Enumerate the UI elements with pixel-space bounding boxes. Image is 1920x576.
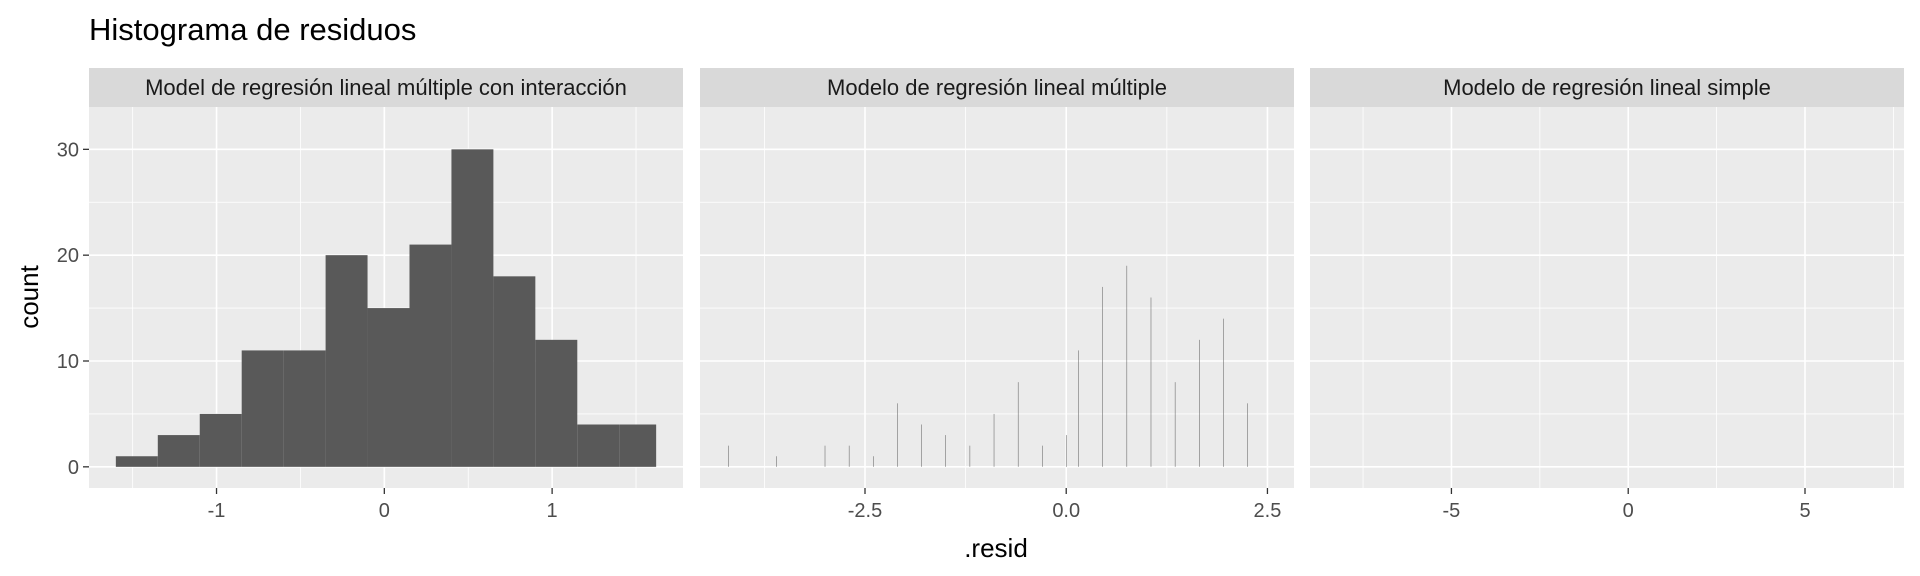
histogram-bar <box>873 456 874 467</box>
facet-panel-2: Modelo de regresión lineal múltiple -2.5 0… <box>700 68 1294 522</box>
y-tick-label: 10 <box>57 351 79 373</box>
facet-strip-label: Modelo de regresión lineal simple <box>1443 75 1771 100</box>
histogram-bar <box>199 413 242 467</box>
histogram-bar <box>1247 403 1248 467</box>
y-tick-label: 20 <box>57 245 79 267</box>
panel-background <box>1310 107 1904 488</box>
histogram-bar <box>993 413 995 467</box>
x-tick-label: 0 <box>1623 500 1634 522</box>
y-tick-label: 30 <box>57 139 79 161</box>
histogram-bar <box>776 456 777 467</box>
histogram-bar <box>1078 350 1079 467</box>
histogram-bar <box>325 255 368 467</box>
histogram-bar <box>1042 445 1043 467</box>
histogram-bar <box>897 403 898 467</box>
histogram-bar <box>493 276 536 467</box>
histogram-bar <box>1102 286 1103 467</box>
histogram-bar <box>969 445 971 467</box>
chart-title: Histograma de residuos <box>89 12 416 47</box>
histogram-bar <box>367 308 410 467</box>
histogram-bar <box>157 435 200 467</box>
x-tick-label: 1 <box>547 500 558 522</box>
histogram-bar <box>1017 382 1019 467</box>
y-tick-label: 0 <box>68 457 79 479</box>
histogram-bar <box>1126 265 1128 467</box>
histogram-bar <box>619 424 657 467</box>
histogram-bar <box>728 445 729 467</box>
facet-strip-label: Modelo de regresión lineal múltiple <box>827 75 1167 100</box>
facet-strip <box>1310 68 1904 107</box>
histogram-bar <box>1150 297 1152 467</box>
x-tick-label: -1 <box>208 500 226 522</box>
facet-panel-3: Modelo de regresión lineal simple -5 0 5 <box>1310 68 1904 522</box>
histogram-bar <box>1174 382 1176 467</box>
panel-background <box>700 107 1294 488</box>
histogram-bar <box>1066 435 1067 467</box>
facet-strip-label: Model de regresión lineal múltiple con i… <box>145 75 627 100</box>
x-tick-label: 2.5 <box>1254 500 1282 522</box>
histogram-bar <box>283 350 326 467</box>
x-tick-label: 0 <box>379 500 390 522</box>
histogram-bar <box>848 445 850 467</box>
histogram-bar <box>945 435 946 467</box>
histogram-bar <box>577 424 620 467</box>
histogram-bar <box>1223 318 1224 467</box>
x-axis-title: .resid <box>964 533 1028 563</box>
facet-strip <box>700 68 1294 107</box>
x-tick-label: -5 <box>1443 500 1461 522</box>
histogram-bar <box>535 339 578 467</box>
x-tick-label: -2.5 <box>848 500 882 522</box>
histogram-bar <box>921 424 922 467</box>
facet-strip <box>89 68 683 107</box>
histogram-bar <box>824 445 826 467</box>
x-tick-label: 0.0 <box>1052 500 1080 522</box>
histogram-bar <box>409 244 452 467</box>
histogram-bar <box>1199 339 1200 467</box>
histogram-bar <box>451 149 494 467</box>
histogram-bar <box>241 350 284 467</box>
y-axis-title: count <box>14 264 44 328</box>
x-tick-label: 5 <box>1799 500 1810 522</box>
facet-panel-1: Model de regresión lineal múltiple con i… <box>89 68 683 522</box>
histogram-bar <box>115 456 158 467</box>
